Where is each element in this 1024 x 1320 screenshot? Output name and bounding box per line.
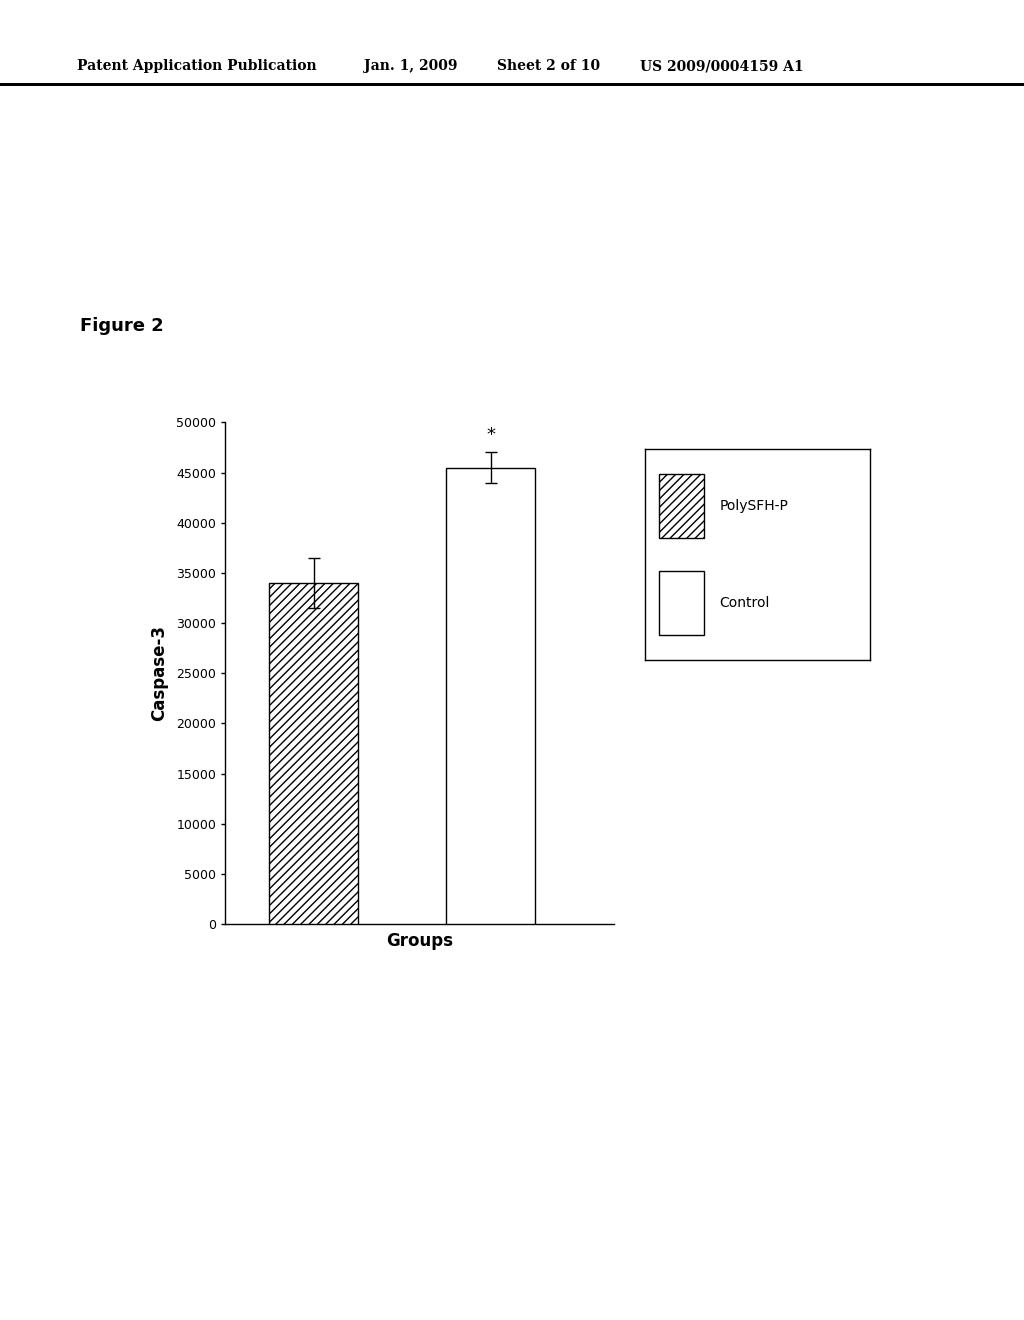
Text: Figure 2: Figure 2 — [80, 317, 164, 335]
Text: Sheet 2 of 10: Sheet 2 of 10 — [497, 59, 600, 74]
Text: Control: Control — [720, 595, 770, 610]
X-axis label: Groups: Groups — [386, 932, 454, 950]
Bar — [658, 572, 703, 635]
Bar — [446, 467, 535, 924]
Text: *: * — [486, 426, 495, 445]
Text: PolySFH-P: PolySFH-P — [720, 499, 788, 513]
Bar — [658, 474, 703, 537]
Bar — [269, 583, 358, 924]
Text: US 2009/0004159 A1: US 2009/0004159 A1 — [640, 59, 804, 74]
Text: Jan. 1, 2009: Jan. 1, 2009 — [364, 59, 457, 74]
Y-axis label: Caspase-3: Caspase-3 — [150, 626, 168, 721]
Text: Patent Application Publication: Patent Application Publication — [77, 59, 316, 74]
